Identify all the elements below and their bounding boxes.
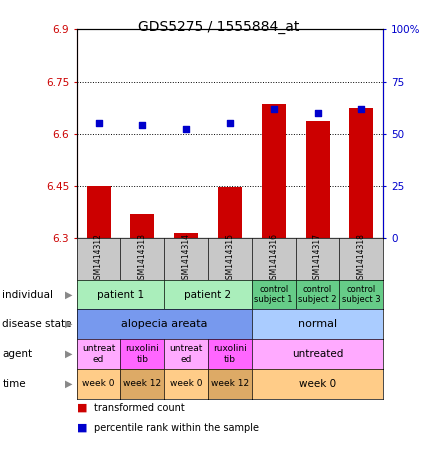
Text: GSM1414312: GSM1414312 bbox=[94, 233, 103, 284]
Text: transformed count: transformed count bbox=[94, 403, 185, 413]
Text: week 0: week 0 bbox=[299, 379, 336, 389]
Text: week 0: week 0 bbox=[170, 379, 202, 388]
Bar bbox=[86, 186, 110, 238]
Bar bbox=[174, 232, 198, 238]
Bar bbox=[349, 108, 373, 238]
Text: patient 1: patient 1 bbox=[97, 289, 144, 299]
Text: disease state: disease state bbox=[2, 319, 72, 329]
Text: ▶: ▶ bbox=[65, 319, 72, 329]
Point bbox=[139, 122, 146, 129]
Text: GDS5275 / 1555884_at: GDS5275 / 1555884_at bbox=[138, 20, 300, 34]
Bar bbox=[305, 121, 329, 238]
Text: week 12: week 12 bbox=[211, 379, 249, 388]
Text: individual: individual bbox=[2, 289, 53, 299]
Text: time: time bbox=[2, 379, 26, 389]
Text: ▶: ▶ bbox=[65, 289, 72, 299]
Text: untreated: untreated bbox=[292, 349, 343, 359]
Text: percentile rank within the sample: percentile rank within the sample bbox=[94, 423, 259, 433]
Text: GSM1414315: GSM1414315 bbox=[226, 233, 234, 284]
Text: patient 2: patient 2 bbox=[184, 289, 232, 299]
Text: control
subject 1: control subject 1 bbox=[254, 285, 293, 304]
Point bbox=[358, 105, 365, 112]
Point bbox=[270, 105, 277, 112]
Text: ■: ■ bbox=[77, 423, 87, 433]
Text: GSM1414318: GSM1414318 bbox=[357, 233, 366, 284]
Bar bbox=[262, 104, 286, 238]
Text: GSM1414317: GSM1414317 bbox=[313, 233, 322, 284]
Text: alopecia areata: alopecia areata bbox=[121, 319, 208, 329]
Text: ruxolini
tib: ruxolini tib bbox=[213, 344, 247, 364]
Point bbox=[226, 120, 233, 127]
Text: ▶: ▶ bbox=[65, 349, 72, 359]
Text: control
subject 3: control subject 3 bbox=[342, 285, 381, 304]
Text: untreat
ed: untreat ed bbox=[170, 344, 203, 364]
Text: week 12: week 12 bbox=[123, 379, 162, 388]
Text: week 0: week 0 bbox=[82, 379, 115, 388]
Point bbox=[314, 109, 321, 116]
Bar bbox=[218, 188, 242, 238]
Text: GSM1414314: GSM1414314 bbox=[182, 233, 191, 284]
Point bbox=[95, 120, 102, 127]
Text: GSM1414313: GSM1414313 bbox=[138, 233, 147, 284]
Text: agent: agent bbox=[2, 349, 32, 359]
Point bbox=[183, 126, 190, 133]
Text: ruxolini
tib: ruxolini tib bbox=[125, 344, 159, 364]
Text: control
subject 2: control subject 2 bbox=[298, 285, 337, 304]
Text: ▶: ▶ bbox=[65, 379, 72, 389]
Bar bbox=[130, 213, 154, 238]
Text: GSM1414316: GSM1414316 bbox=[269, 233, 278, 284]
Text: normal: normal bbox=[298, 319, 337, 329]
Text: ■: ■ bbox=[77, 403, 87, 413]
Text: untreat
ed: untreat ed bbox=[82, 344, 115, 364]
